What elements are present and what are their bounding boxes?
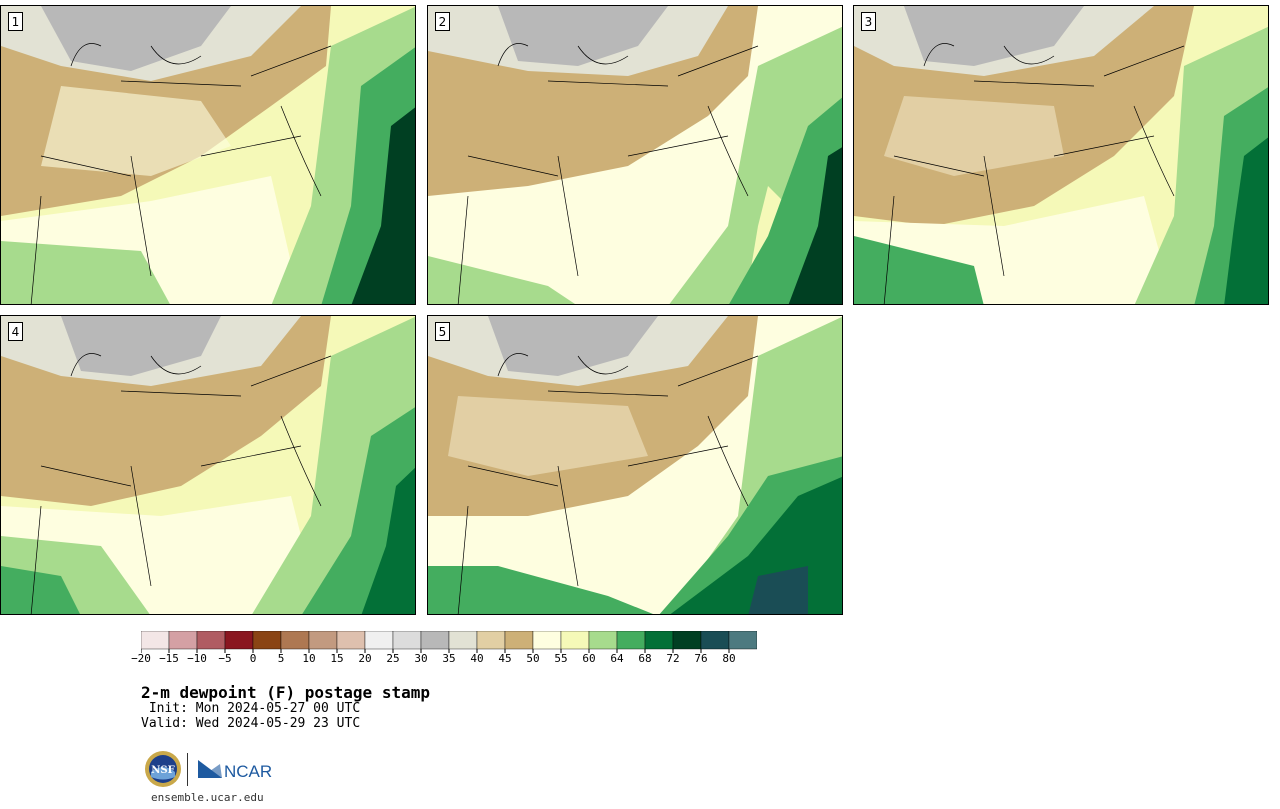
colorbar-swatch [141, 631, 170, 650]
colorbar-swatch [644, 631, 674, 650]
logo-divider [187, 753, 188, 786]
colorbar-tick-label: 10 [302, 652, 316, 665]
panel-label: 1 [8, 12, 23, 31]
colorbar-tick-label: 60 [582, 652, 596, 665]
colorbar-tick-label: 68 [638, 652, 652, 665]
colorbar-swatch [672, 631, 702, 650]
map-panel-3: 3 [853, 5, 1269, 305]
dewpoint-map-2 [428, 6, 842, 304]
colorbar-tick-label: −5 [218, 652, 232, 665]
colorbar-tick-label: 35 [442, 652, 456, 665]
colorbar-tick-label: 25 [386, 652, 400, 665]
nsf-logo-icon: NSF [145, 751, 181, 787]
colorbar-swatch [336, 631, 366, 650]
panel-label: 5 [435, 322, 450, 341]
dewpoint-map-1 [1, 6, 415, 304]
colorbar-tick-label: −15 [159, 652, 179, 665]
colorbar-tick-label: 55 [554, 652, 568, 665]
dewpoint-map-5 [428, 316, 842, 614]
colorbar-swatch [448, 631, 478, 650]
panel-label: 3 [861, 12, 876, 31]
colorbar-swatch [308, 631, 338, 650]
colorbar-swatch [280, 631, 310, 650]
colorbar-swatch [476, 631, 506, 650]
valid-time: Valid: Wed 2024-05-29 23 UTC [141, 716, 361, 731]
colorbar-tick-label: 50 [526, 652, 540, 665]
colorbar-swatch [588, 631, 618, 650]
colorbar-tick-label: −20 [131, 652, 151, 665]
colorbar-swatch [728, 631, 757, 650]
colorbar-swatch [168, 631, 198, 650]
colorbar-swatch [224, 631, 254, 650]
colorbar-swatch [504, 631, 534, 650]
colorbar-tick-label: 64 [610, 652, 624, 665]
colorbar-tick-label: 30 [414, 652, 428, 665]
colorbar-swatch [364, 631, 394, 650]
colorbar-tick-label: 5 [277, 652, 285, 665]
colorbar-swatch [196, 631, 226, 650]
colorbar-swatch [392, 631, 422, 650]
chart-title: 2-m dewpoint (F) postage stamp [141, 683, 430, 702]
panel-label: 2 [435, 12, 450, 31]
colorbar-tick-label: 72 [666, 652, 680, 665]
colorbar-tick-label: 15 [330, 652, 344, 665]
colorbar-tick-label: −10 [187, 652, 207, 665]
colorbar-tick-label: 40 [470, 652, 484, 665]
nsf-logo-text: NSF [151, 765, 174, 776]
colorbar-tick-label: 76 [694, 652, 708, 665]
map-panel-1: 1 [0, 5, 416, 305]
init-time: Init: Mon 2024-05-27 00 UTC [141, 701, 361, 716]
dewpoint-colorbar [141, 631, 757, 653]
dewpoint-map-3 [854, 6, 1268, 304]
dewpoint-map-4 [1, 316, 415, 614]
colorbar-swatch [560, 631, 590, 650]
colorbar-swatch [252, 631, 282, 650]
ncar-logo-icon: NCAR [198, 760, 272, 780]
colorbar-swatch [532, 631, 562, 650]
ncar-logo-text: NCAR [224, 762, 272, 780]
colorbar-tick-label: 80 [722, 652, 736, 665]
map-panel-4: 4 [0, 315, 416, 615]
colorbar-swatch [420, 631, 450, 650]
colorbar-tick-label: 45 [498, 652, 512, 665]
panel-label: 4 [8, 322, 23, 341]
website-url[interactable]: ensemble.ucar.edu [151, 791, 264, 804]
colorbar-swatch [700, 631, 730, 650]
colorbar-swatch [616, 631, 646, 650]
colorbar-tick-label: 20 [358, 652, 372, 665]
map-panel-2: 2 [427, 5, 843, 305]
map-panel-5: 5 [427, 315, 843, 615]
colorbar-tick-label: 0 [249, 652, 257, 665]
